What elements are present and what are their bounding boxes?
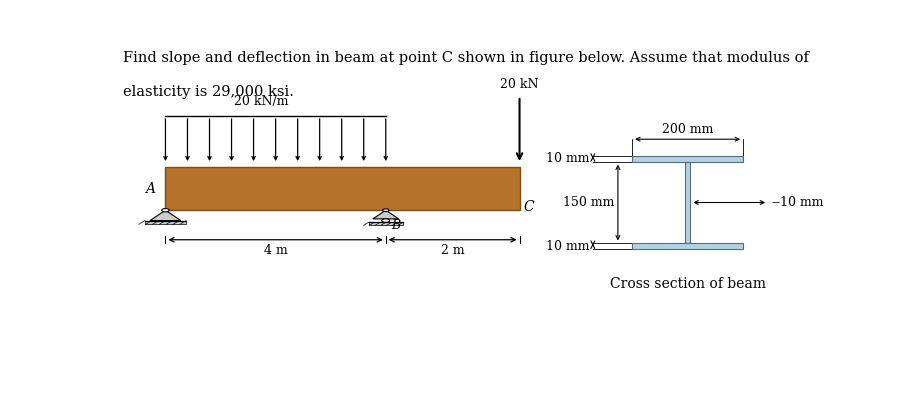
Circle shape	[382, 219, 390, 222]
Text: Find slope and deflection in beam at point C shown in figure below. Assume that : Find slope and deflection in beam at poi…	[123, 51, 809, 65]
Text: 10 mm: 10 mm	[545, 152, 589, 166]
Bar	[368, 222, 403, 225]
Polygon shape	[150, 210, 181, 221]
Bar	[145, 221, 186, 224]
Text: elasticity is 29,000 ksi.: elasticity is 29,000 ksi.	[123, 85, 294, 99]
Polygon shape	[373, 210, 399, 219]
Text: 20 kN/m: 20 kN/m	[234, 95, 289, 108]
Text: ‒10 mm: ‒10 mm	[772, 196, 823, 209]
Text: A: A	[145, 182, 155, 196]
Text: 20 kN: 20 kN	[500, 78, 539, 91]
Bar	[632, 243, 743, 249]
Text: 10 mm: 10 mm	[545, 239, 589, 253]
Text: Cross section of beam: Cross section of beam	[609, 277, 766, 291]
Circle shape	[162, 209, 169, 212]
Circle shape	[383, 209, 389, 212]
Text: 200 mm: 200 mm	[662, 122, 713, 136]
Bar	[165, 167, 520, 210]
Text: C: C	[524, 200, 534, 214]
Text: B: B	[391, 219, 401, 233]
Bar	[685, 162, 690, 243]
Text: 2 m: 2 m	[441, 244, 464, 257]
Text: 150 mm: 150 mm	[563, 196, 615, 209]
Text: 4 m: 4 m	[264, 244, 287, 257]
Bar	[632, 156, 743, 162]
